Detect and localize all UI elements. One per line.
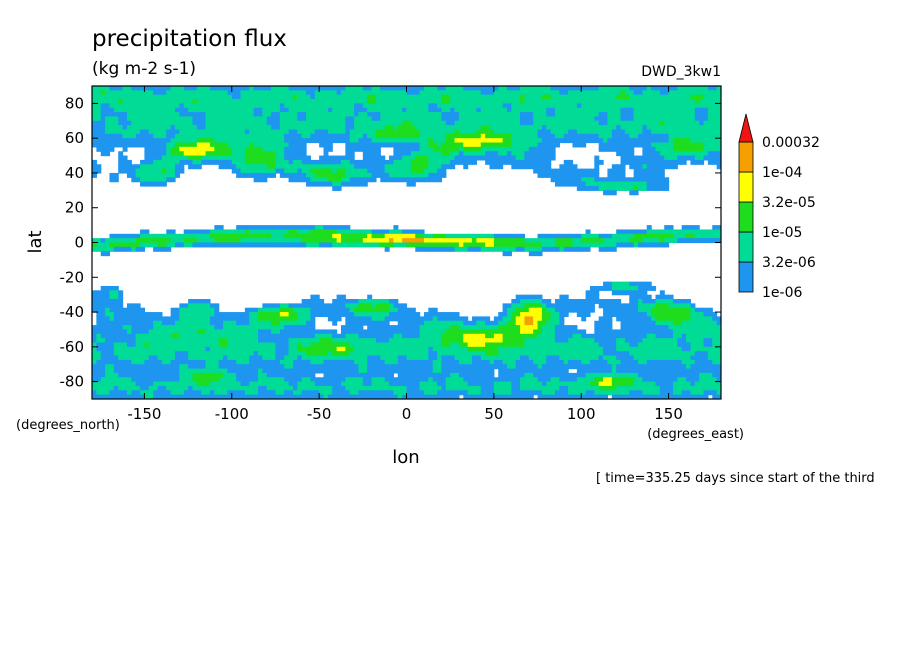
legend-swatch: [738, 201, 754, 233]
chart-subtitle: (kg m-2 s-1): [92, 59, 196, 79]
chart-title: precipitation flux: [92, 26, 287, 52]
y-tick-label: 80: [65, 94, 84, 112]
legend-label: 0.00032: [762, 135, 820, 151]
y-tick-label: -60: [60, 338, 85, 356]
y-axis-ticks: -80 -60 -40 -20 0 20 40 60 80: [60, 94, 721, 391]
legend-label: 1e-04: [762, 165, 802, 181]
y-axis-units: (degrees_north): [16, 418, 120, 433]
legend-swatch: [738, 231, 754, 263]
y-axis-label: lat: [25, 230, 46, 253]
legend-swatch: [738, 141, 754, 173]
x-tick-label: 100: [567, 405, 596, 423]
y-tick-label: 60: [65, 129, 84, 147]
legend-label: 3.2e-05: [762, 195, 816, 211]
y-tick-label: -40: [60, 303, 85, 321]
legend-swatch: [738, 171, 754, 203]
plot-area: [92, 86, 721, 399]
dataset-label: DWD_3kw1: [641, 64, 721, 80]
time-note: [ time=335.25 days since start of the th…: [596, 471, 875, 486]
legend-label: 1e-06: [762, 285, 802, 301]
color-legend: 1e-06 3.2e-06 1e-05 3.2e-05 1e-04 0.00032: [738, 113, 820, 301]
legend-label: 1e-05: [762, 225, 802, 241]
x-tick-label: 0: [402, 405, 412, 423]
x-tick-label: -100: [215, 405, 249, 423]
x-axis-units: (degrees_east): [647, 427, 744, 442]
y-tick-label: -20: [60, 268, 85, 286]
x-tick-label: 150: [654, 405, 683, 423]
x-tick-label: 50: [484, 405, 503, 423]
x-axis-label: lon: [392, 447, 419, 468]
legend-arrow: [738, 113, 754, 143]
y-tick-label: -80: [60, 373, 85, 391]
x-tick-label: -150: [127, 405, 161, 423]
x-axis-ticks: -150 -100 -50 0 50 100 150: [127, 86, 683, 423]
legend-swatch: [738, 261, 754, 293]
x-tick-label: -50: [307, 405, 332, 423]
y-tick-label: 20: [65, 199, 84, 217]
y-tick-label: 0: [74, 234, 84, 252]
legend-label: 3.2e-06: [762, 255, 816, 271]
y-tick-label: 40: [65, 164, 84, 182]
precipitation-field: [92, 86, 721, 399]
